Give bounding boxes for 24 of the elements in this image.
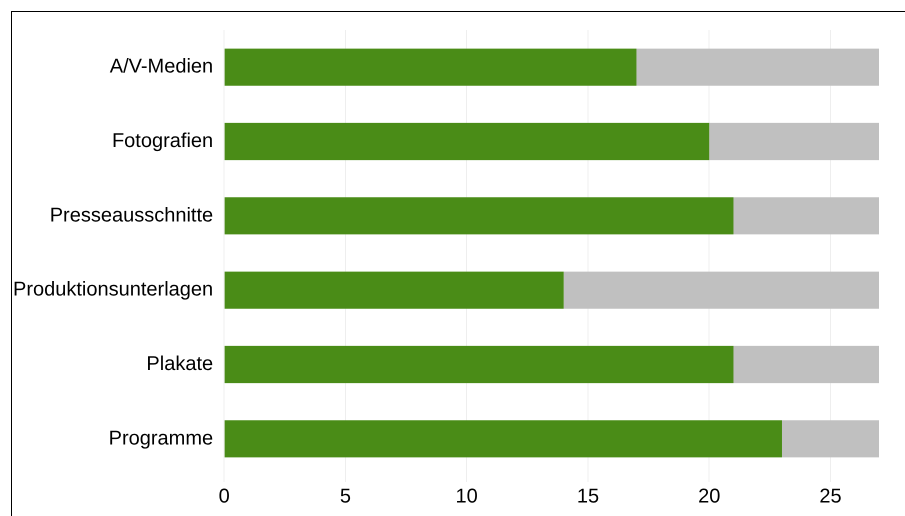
- y-tick-label: Produktionsunterlagen: [12, 278, 214, 301]
- y-tick-label: Programme: [108, 427, 214, 450]
- bar: [224, 197, 734, 234]
- bar: [733, 346, 879, 384]
- y-tick-label: Presseausschnitte: [50, 204, 214, 226]
- bar: [224, 272, 564, 309]
- bar: [224, 122, 710, 160]
- y-tick-label: A/V-Medien: [110, 56, 214, 78]
- x-tick-label: 10: [456, 486, 478, 508]
- x-tick-label: 25: [819, 486, 842, 508]
- x-tick-label: 5: [340, 486, 351, 508]
- x-tick-label: 15: [576, 486, 600, 508]
- bar: [224, 346, 734, 384]
- bar: [733, 197, 879, 234]
- bar: [782, 420, 879, 458]
- bar: [564, 272, 879, 309]
- y-tick-label: Fotografien: [112, 130, 214, 152]
- x-tick-label: 20: [698, 486, 720, 508]
- bar: [224, 48, 636, 86]
- y-tick-label: Plakate: [146, 353, 214, 376]
- bar: [636, 48, 879, 86]
- bar: [224, 420, 782, 458]
- bar: [709, 122, 879, 160]
- x-tick-label: 0: [218, 486, 230, 508]
